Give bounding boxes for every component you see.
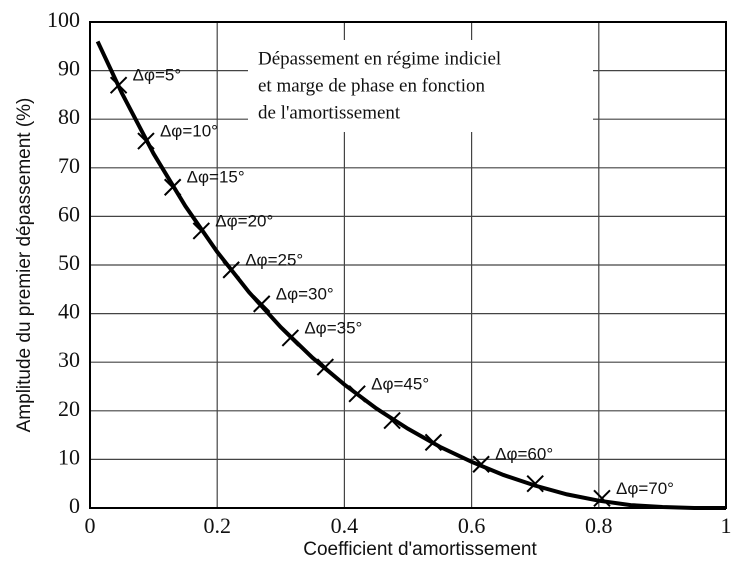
y-tick-label: 10 xyxy=(58,444,80,469)
point-label: Δφ=15° xyxy=(187,168,245,187)
y-tick-label: 50 xyxy=(58,250,80,275)
x-tick-label: 0.2 xyxy=(203,513,231,538)
marker xyxy=(348,385,366,403)
y-tick-label: 100 xyxy=(47,7,80,32)
marker xyxy=(253,295,271,313)
point-label: Δφ=30° xyxy=(276,284,334,303)
chart-title: Dépassement en régime indiciel xyxy=(258,48,501,69)
y-tick-label: 30 xyxy=(58,347,80,372)
plot-frame xyxy=(89,21,727,509)
x-tick-label: 0.6 xyxy=(458,513,486,538)
marker xyxy=(109,76,128,94)
marker xyxy=(316,358,335,376)
x-tick-label: 0.8 xyxy=(585,513,613,538)
marker xyxy=(137,132,155,150)
x-tick-label: 1 xyxy=(721,513,732,538)
marker xyxy=(222,261,240,279)
point-label: Δφ=45° xyxy=(371,374,429,393)
point-label: Δφ=60° xyxy=(495,445,553,464)
y-axis-label: Amplitude du premier dépassement (%) xyxy=(14,98,35,433)
point-label: Δφ=10° xyxy=(160,122,218,141)
title-box xyxy=(248,40,593,132)
point-label: Δφ=25° xyxy=(245,250,303,269)
marker xyxy=(192,222,211,240)
point-label: Δφ=70° xyxy=(616,479,674,498)
y-tick-label: 70 xyxy=(58,153,80,178)
marker xyxy=(163,178,182,196)
y-tick-label: 40 xyxy=(58,299,80,324)
marker xyxy=(526,474,544,493)
y-tick-label: 90 xyxy=(58,56,80,81)
point-label: Δφ=35° xyxy=(304,318,362,337)
curve xyxy=(95,40,726,510)
marker xyxy=(472,455,490,473)
point-label: Δφ=5° xyxy=(133,66,182,85)
marker xyxy=(383,411,401,430)
chart-title: et marge de phase en fonction xyxy=(258,75,486,96)
x-tick-label: 0 xyxy=(85,513,96,538)
y-tick-label: 0 xyxy=(69,493,80,518)
chart-title: de l'amortissement xyxy=(258,102,401,123)
y-tick-label: 20 xyxy=(58,396,80,421)
point-label: Δφ=20° xyxy=(215,211,273,230)
y-tick-label: 60 xyxy=(58,201,80,226)
marker xyxy=(593,489,611,507)
marker xyxy=(424,433,443,452)
marker xyxy=(281,329,300,347)
x-tick-label: 0.4 xyxy=(331,513,359,538)
x-axis-label: Coefficient d'amortissement xyxy=(303,539,537,560)
y-tick-label: 80 xyxy=(58,104,80,129)
